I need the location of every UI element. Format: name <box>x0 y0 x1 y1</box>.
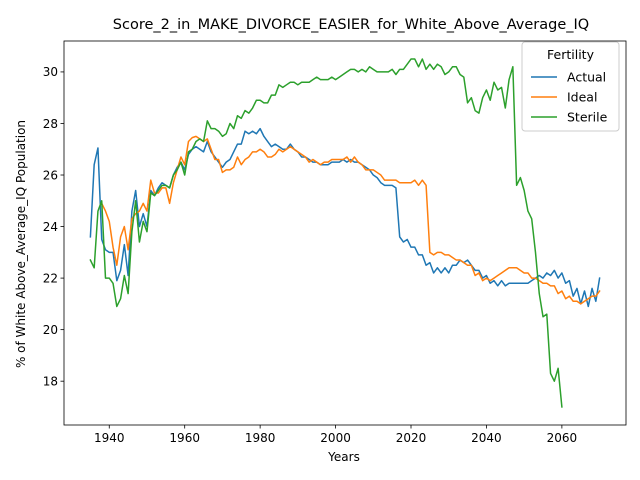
legend-box <box>521 41 620 132</box>
y-tick-label: 30 <box>43 65 58 79</box>
series-line-sterile <box>89 58 563 408</box>
x-tick-label: 1940 <box>94 431 125 445</box>
y-axis-label: % of White Above_Average_IQ Population <box>14 120 28 368</box>
axes-frame <box>63 40 627 426</box>
x-tick-label: 2040 <box>471 431 502 445</box>
legend-title: Fertility <box>547 47 595 62</box>
x-tick-label: 2000 <box>320 431 351 445</box>
x-tick-label: 1980 <box>245 431 276 445</box>
legend-label-sterile: Sterile <box>567 110 608 125</box>
chart-title: Score_2_in_MAKE_DIVORCE_EASIER_for_White… <box>113 17 589 33</box>
x-tick-label: 2020 <box>396 431 427 445</box>
series-line-actual <box>89 127 601 308</box>
series-line-ideal <box>100 135 601 305</box>
y-axis: 18 20 22 24 26 28 30 <box>43 65 64 388</box>
y-tick-label: 18 <box>43 374 58 388</box>
plot-area <box>89 58 601 408</box>
x-tick-label: 1960 <box>169 431 200 445</box>
x-axis: 1940 1960 1980 2000 2020 2040 2060 <box>94 425 577 445</box>
y-tick-label: 28 <box>43 117 58 131</box>
legend-label-ideal: Ideal <box>567 90 597 105</box>
legend-label-actual: Actual <box>567 70 606 85</box>
x-tick-label: 2060 <box>547 431 578 445</box>
y-tick-label: 20 <box>43 323 58 337</box>
y-tick-label: 22 <box>43 271 58 285</box>
y-tick-label: 24 <box>43 220 58 234</box>
y-tick-label: 26 <box>43 168 58 182</box>
legend: Fertility Actual Ideal Sterile <box>521 41 620 132</box>
x-axis-label: Years <box>327 450 360 464</box>
